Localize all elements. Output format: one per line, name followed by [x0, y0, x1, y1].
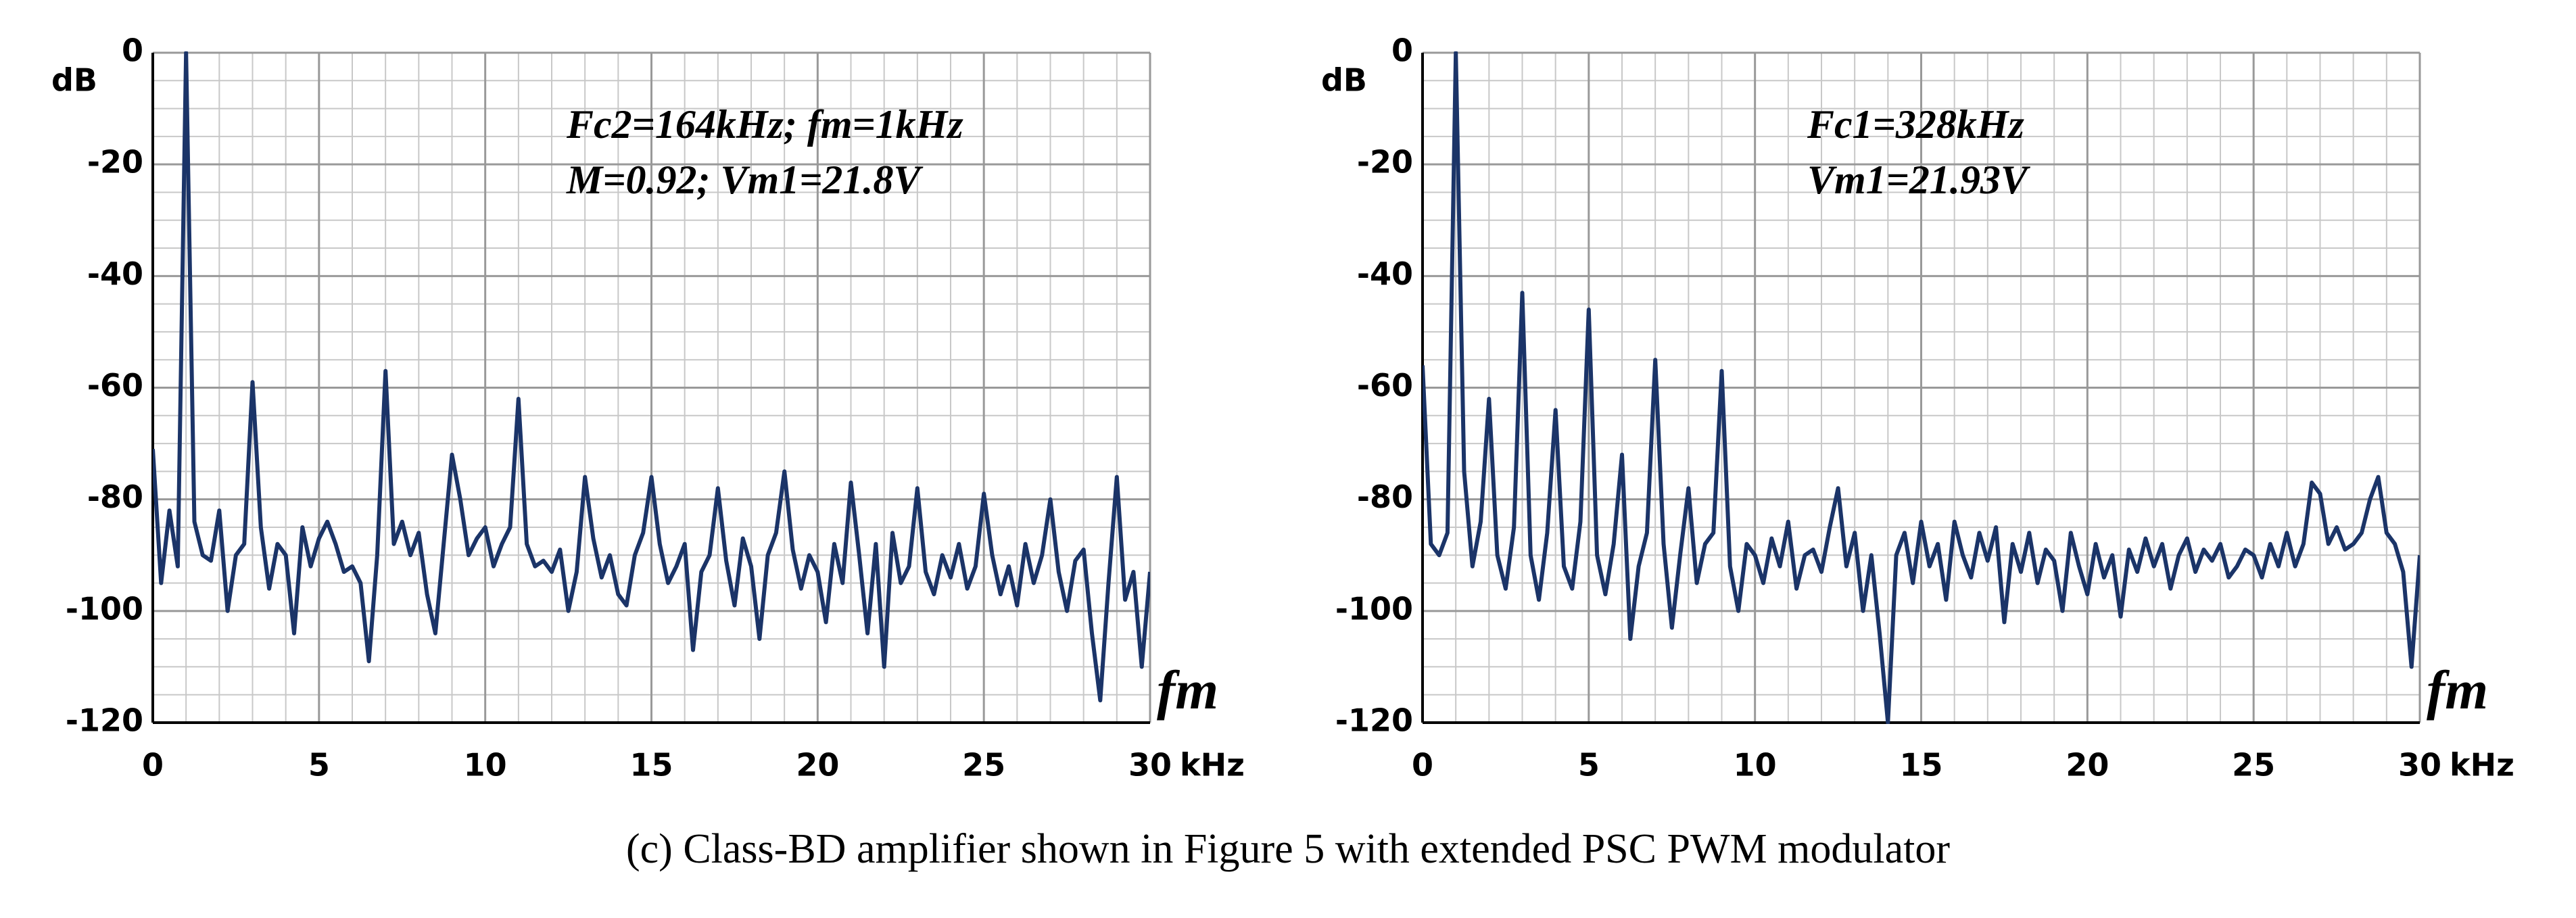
annotation: Vm1=21.93V	[1807, 158, 2031, 202]
x-tick-label: 30	[2398, 747, 2441, 783]
y-tick-label: -60	[87, 367, 143, 404]
annotation: Fc2=164kHz; fm=1kHz	[566, 102, 963, 147]
y-tick-label: -120	[66, 702, 143, 739]
annotation: M=0.92; Vm1=21.8V	[566, 158, 924, 202]
y-tick-label: 0	[1391, 32, 1413, 69]
y-tick-label: -40	[1357, 256, 1413, 292]
y-tick-label: -20	[87, 144, 143, 180]
y-tick-label: -100	[66, 590, 143, 627]
y-axis-label: dB	[1321, 62, 1367, 99]
x-tick-label: 25	[2232, 747, 2275, 783]
x-tick-label: 25	[962, 747, 1005, 783]
y-tick-label: -40	[87, 256, 143, 292]
series-line	[1423, 51, 2420, 724]
y-tick-label: -120	[1335, 702, 1413, 739]
x-tick-label: 5	[1578, 747, 1600, 783]
x-tick-label: 20	[2066, 747, 2109, 783]
x-unit: kHz	[2450, 747, 2514, 783]
y-axis-label: dB	[51, 62, 97, 99]
x-tick-label: 0	[142, 747, 164, 783]
x-tick-label: 0	[1412, 747, 1433, 783]
caption: (c) Class-BD amplifier shown in Figure 5…	[626, 826, 1950, 872]
x-tick-label: 30	[1128, 747, 1172, 783]
x-tick-label: 20	[796, 747, 839, 783]
x-unit: kHz	[1180, 747, 1245, 783]
x-tick-label: 5	[308, 747, 330, 783]
y-tick-label: -80	[1357, 479, 1413, 515]
y-tick-label: 0	[122, 32, 143, 69]
x-tick-label: 15	[629, 747, 673, 783]
x-axis-label: fm	[1157, 659, 1218, 721]
x-tick-label: 15	[1899, 747, 1942, 783]
x-tick-label: 10	[1734, 747, 1777, 783]
y-tick-label: -60	[1357, 367, 1413, 404]
series-line	[153, 51, 1150, 702]
annotation: Fc1=328kHz	[1807, 102, 2025, 147]
y-tick-label: -20	[1357, 144, 1413, 180]
x-tick-label: 10	[464, 747, 507, 783]
x-axis-label: fm	[2427, 659, 2488, 721]
y-tick-label: -80	[87, 479, 143, 515]
y-tick-label: -100	[1335, 590, 1413, 627]
